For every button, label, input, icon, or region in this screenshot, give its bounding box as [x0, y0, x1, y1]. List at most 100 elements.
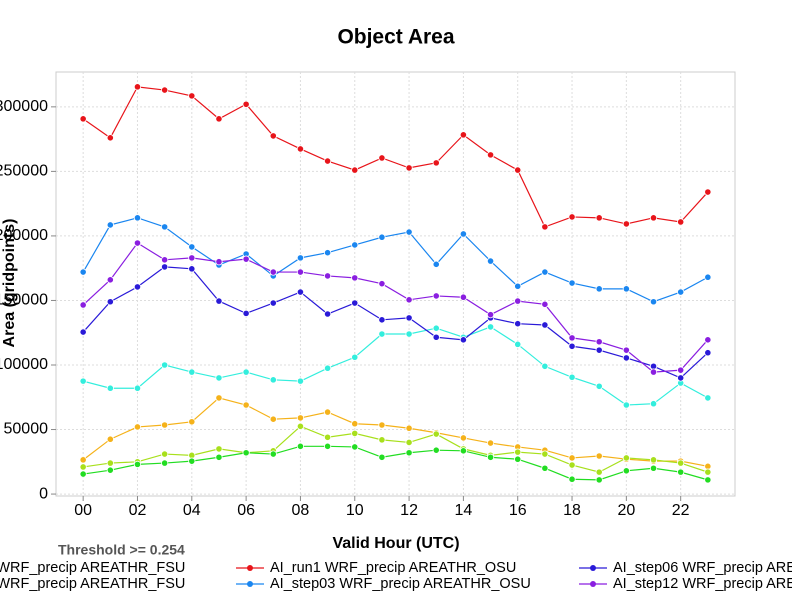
y-tick-label: 150000 — [0, 292, 48, 309]
data-point — [677, 366, 685, 374]
data-point — [269, 376, 277, 384]
data-point — [704, 273, 712, 281]
data-point — [514, 455, 522, 463]
series-line — [82, 86, 709, 228]
data-point — [649, 456, 658, 464]
legend-label: AI_step06 WRF_precip AREATHR_FSU — [0, 560, 185, 576]
data-point — [622, 401, 630, 409]
data-point — [188, 265, 196, 273]
data-point — [486, 151, 495, 159]
data-point — [269, 415, 277, 423]
data-point — [161, 263, 169, 271]
data-point — [704, 349, 712, 357]
x-tick-label: 12 — [400, 502, 418, 519]
data-point — [595, 214, 603, 222]
data-point — [106, 384, 114, 392]
data-point — [432, 292, 440, 300]
data-point — [595, 468, 603, 476]
data-point — [161, 450, 169, 458]
data-point — [649, 464, 658, 472]
data-point — [541, 268, 549, 276]
x-tick-label: 02 — [129, 502, 147, 519]
legend-label: AI_run1 WRF_precip AREATHR_OSU — [270, 560, 516, 576]
x-tick-label: 20 — [617, 502, 635, 519]
data-point — [215, 115, 223, 123]
data-point — [269, 299, 277, 307]
data-point — [704, 468, 712, 476]
data-point — [405, 296, 413, 304]
data-point — [568, 475, 576, 483]
data-point — [106, 459, 114, 467]
series-line — [83, 326, 709, 406]
x-axis-label: Valid Hour (UTC) — [332, 535, 459, 552]
data-point — [296, 288, 305, 296]
data-point — [541, 464, 549, 472]
data-point — [133, 214, 142, 222]
series-line — [82, 217, 709, 303]
x-tick-label: 10 — [346, 502, 364, 519]
series-line — [83, 445, 709, 481]
chart-title: Object Area — [337, 26, 454, 49]
data-point — [649, 298, 658, 306]
data-point — [541, 300, 549, 308]
data-point — [405, 228, 413, 236]
data-point — [161, 459, 169, 467]
data-point — [188, 243, 196, 251]
data-point — [405, 438, 413, 447]
x-tick-label: 14 — [455, 502, 473, 519]
data-point — [677, 288, 685, 296]
y-tick-label: 300000 — [0, 98, 48, 115]
data-point — [595, 338, 603, 346]
data-point — [432, 446, 440, 454]
data-point — [269, 268, 277, 276]
data-point — [106, 221, 114, 229]
data-point — [188, 92, 196, 100]
y-tick-label: 250000 — [0, 163, 48, 180]
data-point — [161, 361, 169, 369]
data-point — [486, 439, 495, 447]
data-point — [161, 86, 169, 94]
legend-marker — [247, 581, 253, 587]
data-point — [704, 188, 712, 196]
data-point — [79, 470, 87, 478]
data-point — [351, 299, 359, 307]
data-point — [378, 421, 386, 429]
data-point — [622, 467, 630, 475]
data-point — [351, 353, 359, 361]
data-point — [242, 309, 250, 317]
data-point — [242, 401, 250, 409]
y-tick-label: 100000 — [0, 356, 48, 373]
data-point — [242, 449, 250, 457]
data-point — [486, 311, 495, 319]
data-point — [242, 368, 250, 376]
data-point — [405, 330, 413, 338]
data-point — [568, 342, 576, 350]
data-point — [351, 420, 359, 428]
data-point — [323, 408, 332, 416]
legend-label: AI_step03 WRF_precip AREATHR_OSU — [270, 576, 531, 592]
data-point — [106, 298, 114, 306]
data-point — [106, 134, 114, 142]
legend-label: AI_step12 WRF_precip AREATHR_FSU — [0, 576, 185, 592]
data-point — [405, 424, 413, 432]
data-point — [296, 422, 305, 430]
data-point — [704, 394, 712, 402]
data-point — [568, 279, 576, 287]
x-tick-label: 18 — [563, 502, 581, 519]
data-point — [459, 434, 467, 442]
legend-marker — [590, 565, 596, 571]
data-point — [677, 218, 685, 226]
data-point — [704, 476, 712, 484]
x-tick-label: 16 — [509, 502, 527, 519]
data-point — [622, 220, 630, 228]
data-point — [459, 131, 467, 139]
data-point — [79, 268, 87, 276]
data-point — [378, 453, 386, 461]
data-point — [351, 274, 359, 282]
data-point — [242, 255, 250, 263]
data-point — [351, 429, 359, 438]
data-point — [378, 436, 386, 444]
x-tick-label: 06 — [237, 502, 255, 519]
data-point — [215, 374, 223, 382]
data-point — [622, 454, 630, 462]
